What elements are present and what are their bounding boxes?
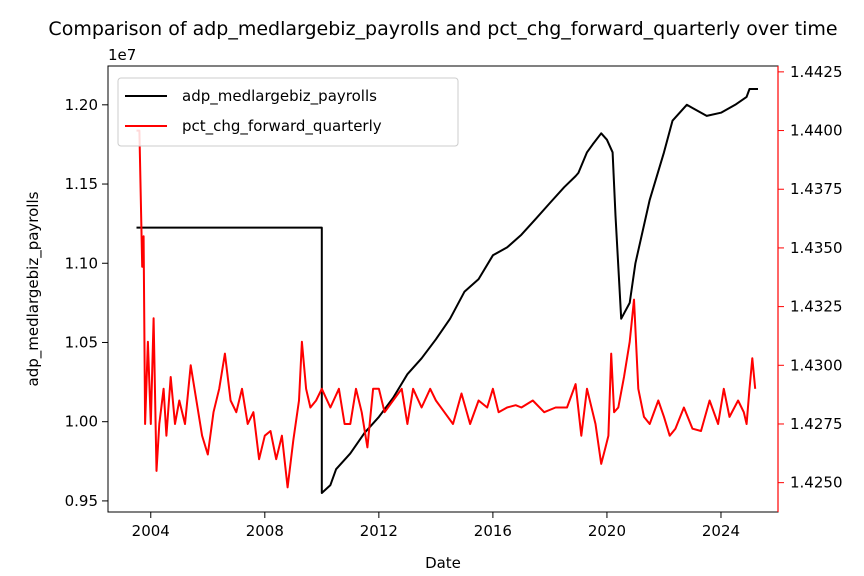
x-axis-label: Date [425,554,461,572]
chart-title: Comparison of adp_medlargebiz_payrolls a… [48,18,837,40]
left-tick-label: 1.00 [65,413,98,431]
y-axis-label-left: adp_medlargebiz_payrolls [24,191,43,386]
right-tick-label: 1.4375 [790,180,843,198]
right-tick-label: 1.4250 [790,474,843,492]
right-tick-label: 1.4425 [790,63,843,81]
right-tick-label: 1.4400 [790,122,843,140]
right-axis: 1.4250 1.4275 1.4300 1.4325 1.4350 1.4375 1.44… [778,63,843,492]
series-line-0 [136,88,758,494]
x-tick-label: 2024 [702,522,740,540]
x-tick-label: 2004 [132,522,170,540]
left-axis: 0.95 1.00 1.05 1.10 1.15 1.20 [65,96,108,510]
left-tick-label: 1.20 [65,96,98,114]
x-tick-label: 2012 [360,522,398,540]
legend-label-payrolls: adp_medlargebiz_payrolls [182,87,377,106]
series-layer [136,88,758,494]
legend-label-pct-chg: pct_chg_forward_quarterly [182,117,382,136]
left-axis-offset-text: 1e7 [108,46,136,64]
legend: adp_medlargebiz_payrolls pct_chg_forward… [117,77,459,147]
series-line-1 [136,129,757,489]
right-tick-label: 1.4275 [790,415,843,433]
x-axis: 2004 2008 2012 2016 2020 2024 [132,512,740,540]
left-tick-label: 1.10 [65,254,98,272]
left-tick-label: 1.15 [65,175,98,193]
right-tick-label: 1.4325 [790,298,843,316]
x-tick-label: 2008 [246,522,284,540]
left-tick-label: 0.95 [65,492,98,510]
right-tick-label: 1.4300 [790,356,843,374]
x-tick-label: 2016 [474,522,512,540]
legend-box [117,77,459,147]
x-tick-label: 2020 [588,522,626,540]
left-tick-label: 1.05 [65,333,98,351]
right-tick-label: 1.4350 [790,239,843,257]
